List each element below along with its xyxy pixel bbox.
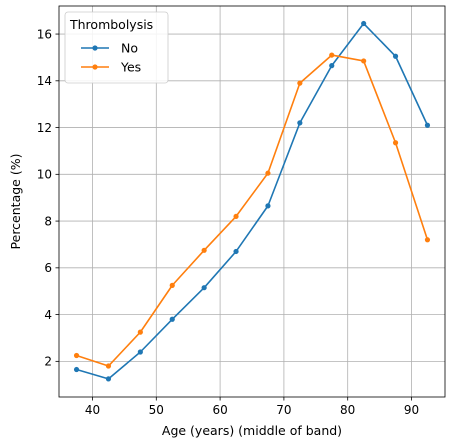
data-point (73, 352, 80, 359)
legend-title: Thrombolysis (69, 17, 153, 32)
y-tick-label: 12 (37, 121, 52, 135)
data-point (169, 316, 175, 322)
series-line (76, 54, 429, 367)
data-point (201, 247, 207, 253)
data-point (137, 349, 143, 355)
data-point (105, 363, 112, 369)
data-point (424, 237, 431, 243)
x-tick-label: 50 (149, 403, 164, 417)
x-tick-label: 60 (212, 403, 227, 417)
legend-item-no: No (81, 41, 138, 56)
legend-item-yes: Yes (81, 60, 141, 75)
x-tick-label: 70 (276, 403, 291, 417)
x-tick-label: 80 (340, 403, 355, 417)
data-point (265, 170, 271, 176)
legend-label: Yes (120, 60, 141, 75)
y-tick-label: 6 (44, 261, 52, 275)
legend-label: No (121, 41, 138, 56)
y-tick-label: 14 (37, 74, 52, 88)
data-point (424, 122, 431, 128)
y-axis-ticks: 2 4 6 8 10 12 14 16 (37, 27, 59, 369)
plot-frame (58, 5, 446, 398)
data-point (361, 58, 367, 64)
data-point (329, 63, 335, 69)
data-point (297, 80, 303, 86)
data-point (105, 376, 112, 382)
legend-box (64, 11, 169, 84)
legend-swatch-marker (92, 64, 98, 70)
legend: Thrombolysis No Yes (64, 11, 169, 84)
series-line (76, 22, 429, 380)
data-point (329, 52, 335, 58)
x-tick-label: 90 (404, 403, 419, 417)
data-point (137, 329, 143, 335)
data-point (265, 203, 271, 209)
x-axis-ticks: 40 50 60 70 80 90 (85, 397, 419, 417)
y-tick-label: 16 (37, 27, 52, 41)
y-tick-label: 4 (44, 308, 52, 322)
data-series (73, 20, 431, 382)
data-point (233, 248, 239, 255)
data-point (233, 213, 239, 220)
x-axis-label: Age (years) (middle of band) (162, 423, 342, 438)
data-point (201, 285, 207, 291)
series-no (73, 20, 431, 382)
data-point (169, 282, 175, 288)
series-yes (73, 52, 431, 369)
data-point (361, 20, 367, 27)
grid-lines (59, 6, 445, 397)
data-point (392, 53, 399, 59)
y-axis-label: Percentage (%) (8, 154, 23, 250)
data-point (297, 120, 303, 126)
data-point (73, 366, 80, 373)
y-tick-label: 10 (37, 168, 52, 182)
legend-swatch-marker (92, 45, 98, 51)
x-tick-label: 40 (85, 403, 100, 417)
data-point (392, 140, 399, 146)
y-tick-label: 8 (44, 214, 52, 228)
y-tick-label: 2 (44, 355, 52, 369)
